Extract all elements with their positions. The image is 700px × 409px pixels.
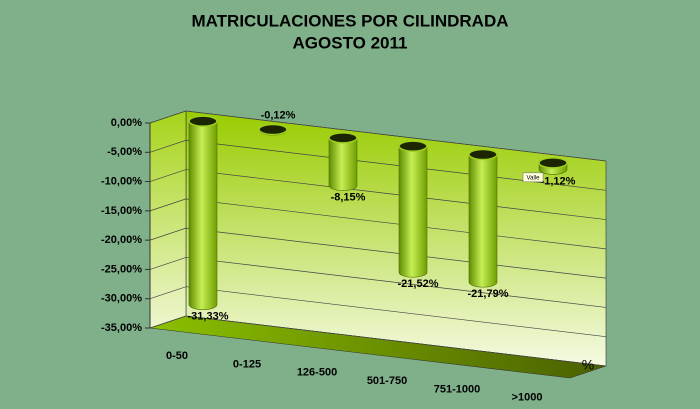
side-wall [149, 110, 187, 329]
grid-line [149, 257, 607, 308]
bar [468, 154, 498, 288]
grid-line [149, 198, 607, 250]
chart-title: MATRICULACIONES POR CILINDRADA [191, 11, 508, 30]
grid-line [149, 315, 607, 367]
x-tick-label: 751-1000 [434, 383, 481, 395]
x-tick-label: 0-50 [166, 350, 188, 362]
x-tick-label: 0-125 [233, 358, 261, 370]
bar-top [468, 148, 498, 161]
value-label: -1,12% [541, 175, 576, 187]
bar-top [538, 157, 568, 169]
y-tick-label: -20,00% [101, 234, 142, 246]
y-tick-label: -30,00% [101, 293, 142, 305]
bar-top [328, 132, 358, 144]
x-axis-label: % [582, 357, 594, 373]
x-tick-label: 126-500 [297, 367, 337, 379]
bar-top [188, 115, 218, 127]
value-label: -8,15% [331, 191, 366, 203]
annotation: Valle [527, 175, 541, 181]
y-tick-label: -10,00% [101, 175, 142, 187]
bar-top [398, 140, 428, 152]
y-tick-label: 0,00% [111, 117, 142, 129]
grid-line [149, 227, 607, 279]
bar [328, 137, 358, 191]
y-tick-label: -25,00% [101, 263, 142, 275]
bar-top [258, 123, 288, 136]
grid-line [149, 286, 607, 338]
y-tick-label: -35,00% [101, 322, 142, 334]
value-label: -31,33% [188, 311, 229, 323]
value-label: -21,79% [468, 288, 509, 300]
value-label: -21,52% [398, 278, 439, 290]
chart-subtitle: AGOSTO 2011 [293, 33, 408, 52]
x-tick-label: >1000 [512, 392, 543, 404]
grid-line [149, 110, 607, 162]
value-label: -0,12% [261, 109, 296, 121]
y-tick-label: -15,00% [101, 205, 142, 217]
bar [188, 120, 218, 310]
x-tick-label: 501-750 [367, 375, 407, 387]
y-tick-label: -5,00% [107, 146, 142, 158]
grid-line [149, 169, 607, 220]
annotation-box [522, 172, 544, 183]
bar [398, 145, 428, 278]
grid-line [149, 139, 607, 191]
